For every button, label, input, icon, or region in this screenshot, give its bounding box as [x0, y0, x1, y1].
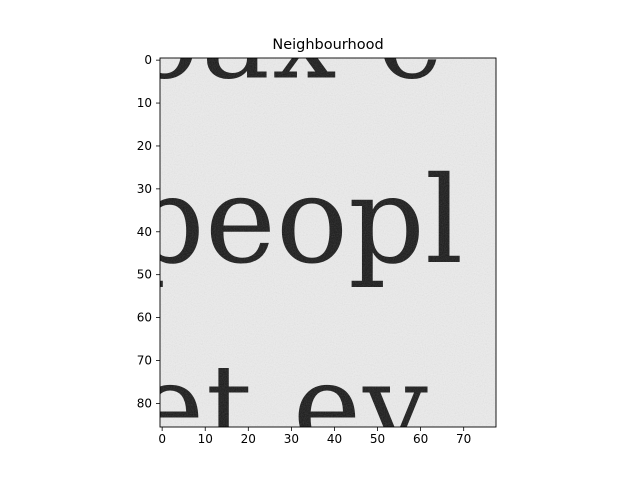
y-tick-label: 10 — [137, 96, 152, 110]
y-axis: 0 10 20 30 40 50 60 70 80 — [137, 53, 160, 410]
y-tick-label: 20 — [137, 139, 152, 153]
paper-grain — [160, 58, 496, 427]
y-tick-label: 70 — [137, 353, 152, 367]
axes-frame — [159, 57, 497, 428]
y-tick-label: 0 — [144, 53, 152, 67]
y-tick-label: 80 — [137, 396, 152, 410]
y-tick-label: 30 — [137, 182, 152, 196]
chart-title: Neighbourhood — [272, 37, 383, 53]
x-axis: 0 10 20 30 40 50 60 70 — [158, 427, 471, 446]
image-area: oax cpeoplet ev — [160, 58, 496, 427]
y-tick-label: 40 — [137, 225, 152, 239]
y-tick-label: 50 — [137, 268, 152, 282]
y-tick-label: 60 — [137, 311, 152, 325]
x-tick-label: 10 — [198, 432, 213, 446]
x-tick-label: 20 — [241, 432, 256, 446]
x-tick-label: 40 — [327, 432, 342, 446]
x-tick-label: 50 — [370, 432, 385, 446]
x-tick-label: 60 — [413, 432, 428, 446]
x-tick-label: 0 — [158, 432, 166, 446]
x-tick-label: 70 — [456, 432, 471, 446]
x-tick-label: 30 — [284, 432, 299, 446]
